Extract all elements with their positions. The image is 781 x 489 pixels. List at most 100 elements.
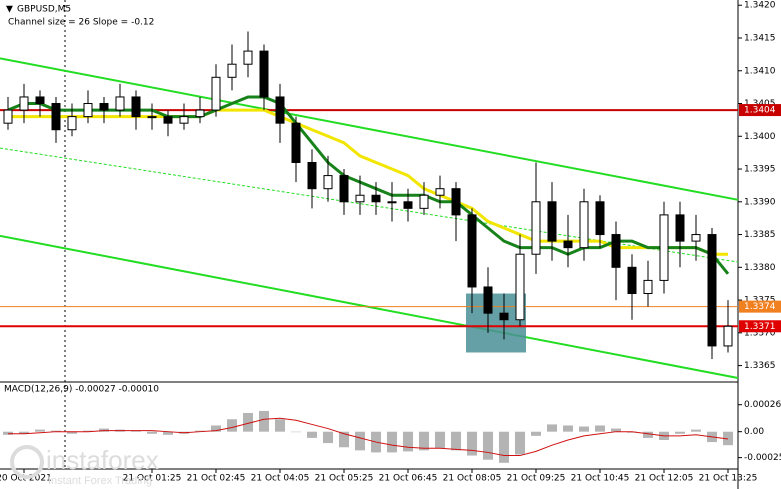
candle-body bbox=[675, 214, 685, 242]
candle-body bbox=[707, 234, 717, 347]
histogram-bar bbox=[611, 428, 621, 432]
histogram-bar bbox=[323, 431, 333, 444]
candle-body bbox=[259, 50, 269, 98]
candle-body bbox=[659, 214, 669, 281]
level-label: 1.3374 bbox=[744, 302, 776, 312]
y-tick-label: -0.00025 bbox=[744, 453, 781, 463]
level-tag bbox=[739, 320, 781, 333]
histogram-bar bbox=[243, 413, 253, 432]
candle-body bbox=[3, 109, 13, 124]
watermark-brand: instaforex bbox=[46, 445, 159, 475]
histogram-bar bbox=[355, 431, 365, 451]
candle-body bbox=[99, 103, 109, 111]
histogram-bar bbox=[547, 424, 557, 432]
histogram-bar bbox=[467, 431, 477, 456]
x-tick-label: 21 Oct 02:45 bbox=[187, 474, 246, 484]
channel-line bbox=[0, 57, 739, 201]
y-tick-label: 1.3410 bbox=[744, 66, 776, 76]
histogram-bar bbox=[515, 431, 525, 455]
candle-body bbox=[243, 50, 253, 65]
x-tick-label: 21 Oct 12:05 bbox=[635, 474, 694, 484]
histogram-bar bbox=[675, 431, 685, 434]
candle-body bbox=[355, 194, 365, 203]
candle-body bbox=[419, 194, 429, 209]
watermark-tagline: Instant Forex Trading bbox=[48, 475, 152, 487]
y-tick-label: 1.3380 bbox=[744, 263, 776, 273]
y-tick-label: 1.3375 bbox=[744, 296, 776, 306]
y-tick-label: 1.3370 bbox=[744, 328, 776, 338]
candle-body bbox=[499, 312, 509, 321]
level-label: 1.3404 bbox=[744, 106, 776, 116]
histogram-bar bbox=[291, 431, 301, 433]
candle-body bbox=[563, 240, 573, 249]
candle-body bbox=[147, 116, 157, 119]
candle-body bbox=[35, 96, 45, 105]
histogram-bar bbox=[307, 431, 317, 438]
x-tick-label: 21 Oct 08:05 bbox=[443, 474, 502, 484]
candle-body bbox=[547, 201, 557, 242]
histogram-bar bbox=[643, 431, 653, 438]
x-tick-label: 21 Oct 10:45 bbox=[571, 474, 630, 484]
y-tick-label: 1.3390 bbox=[744, 197, 776, 207]
histogram-bar bbox=[499, 431, 509, 463]
candle-body bbox=[467, 214, 477, 288]
histogram-bar bbox=[99, 428, 109, 432]
histogram-bar bbox=[451, 431, 461, 451]
candle-body bbox=[371, 194, 381, 203]
candle-body bbox=[627, 266, 637, 295]
x-tick-label: 21 Oct 04:05 bbox=[251, 474, 310, 484]
candle-body bbox=[339, 175, 349, 203]
histogram-bar bbox=[435, 431, 445, 449]
histogram-bar bbox=[531, 431, 541, 436]
y-tick-label: 0.00026 bbox=[744, 400, 781, 410]
histogram-bar bbox=[595, 425, 605, 432]
histogram-bar bbox=[131, 430, 141, 432]
x-tick-label: 21 Oct 05:25 bbox=[315, 474, 374, 484]
candle-body bbox=[723, 325, 733, 347]
histogram-bar bbox=[67, 431, 77, 434]
candle-body bbox=[179, 116, 189, 124]
histogram-bar bbox=[227, 419, 237, 432]
candle-body bbox=[611, 234, 621, 268]
candle-body bbox=[691, 234, 701, 242]
histogram-bar bbox=[403, 431, 413, 452]
histogram-bar bbox=[83, 430, 93, 432]
y-tick-label: 1.3415 bbox=[744, 34, 776, 44]
macd-title: MACD(12,26,9) -0.00027 -0.00010 bbox=[4, 385, 159, 395]
histogram-bar bbox=[195, 430, 205, 432]
candle-body bbox=[131, 96, 141, 118]
y-tick-label: 1.3400 bbox=[744, 132, 776, 142]
y-tick-label: 1.3385 bbox=[744, 230, 776, 240]
candle-body bbox=[579, 201, 589, 249]
candle-body bbox=[275, 96, 285, 124]
x-tick-label: 21 Oct 06:45 bbox=[379, 474, 438, 484]
symbol-triangle: ▼ bbox=[6, 5, 13, 15]
y-tick-label: 1.3405 bbox=[744, 99, 776, 109]
histogram-bar bbox=[691, 429, 701, 432]
candle-body bbox=[387, 201, 397, 204]
x-tick-label: 21 Oct 01:25 bbox=[123, 474, 182, 484]
chart-subtitle: Channel size = 26 Slope = -0.12 bbox=[8, 18, 154, 28]
candle-body bbox=[643, 279, 653, 295]
histogram-bar bbox=[163, 431, 173, 435]
level-tag bbox=[739, 300, 781, 313]
level-tag bbox=[739, 104, 781, 117]
candle-body bbox=[163, 116, 173, 124]
candle-body bbox=[51, 103, 61, 131]
histogram-bar bbox=[275, 419, 285, 432]
histogram-bar bbox=[723, 431, 733, 446]
candle-body bbox=[307, 161, 317, 190]
histogram-bar bbox=[627, 431, 637, 433]
histogram-bar bbox=[51, 430, 61, 432]
candle-body bbox=[291, 122, 301, 163]
candle-body bbox=[531, 201, 541, 255]
candle-body bbox=[67, 116, 77, 131]
y-tick-label: 1.3420 bbox=[744, 1, 776, 11]
histogram-bar bbox=[387, 431, 397, 453]
histogram-bar bbox=[419, 431, 429, 451]
x-tick-label: 21 Oct 13:25 bbox=[699, 474, 758, 484]
histogram-bar bbox=[19, 431, 29, 434]
histogram-bar bbox=[483, 431, 493, 460]
candle-body bbox=[19, 96, 29, 111]
